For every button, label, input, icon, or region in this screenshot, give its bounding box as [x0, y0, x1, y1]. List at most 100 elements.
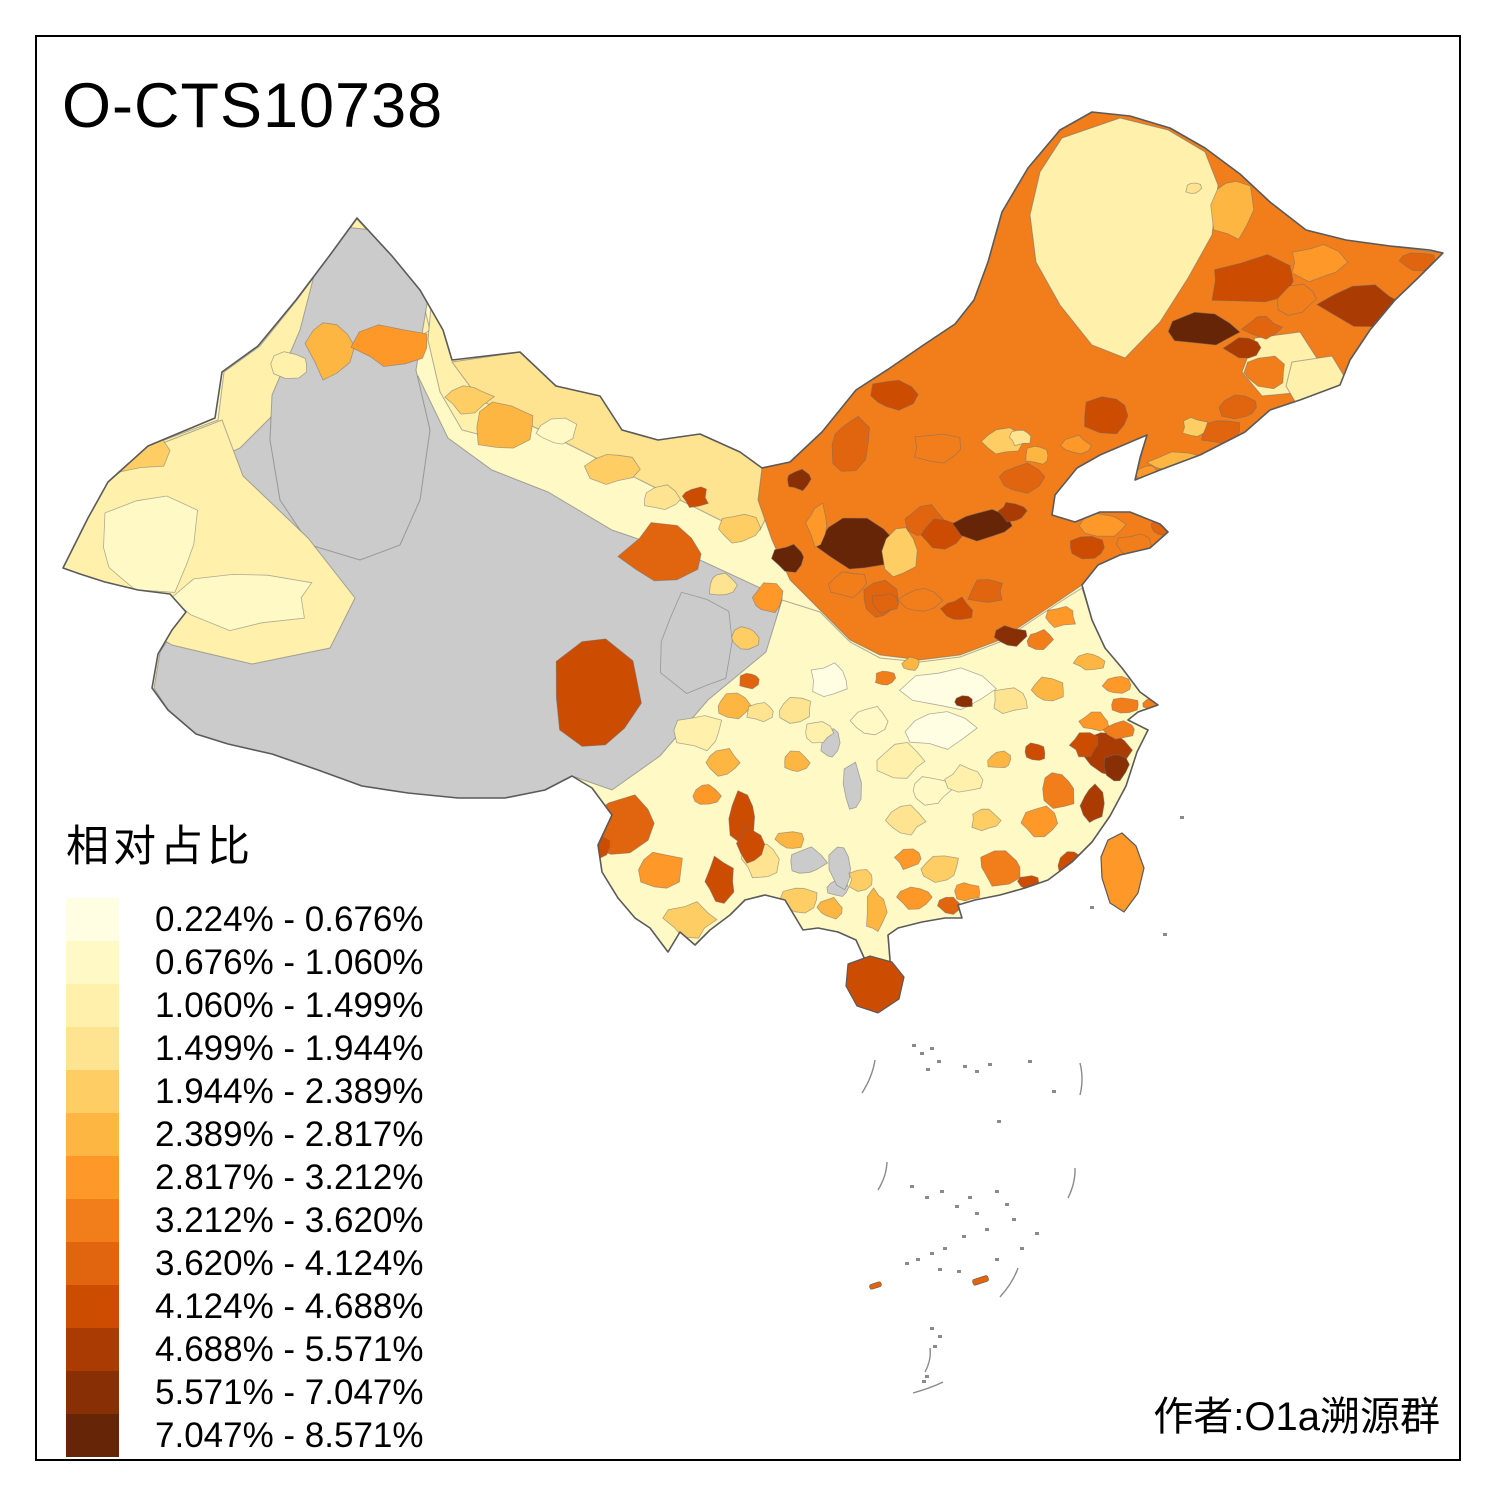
map-region — [583, 454, 641, 485]
map-region — [304, 322, 356, 381]
map-region — [828, 571, 868, 599]
sea-islet-speck — [1052, 1090, 1056, 1093]
map-region — [805, 721, 835, 744]
map-region — [63, 436, 100, 501]
map-region — [644, 484, 681, 511]
sea-islet-speck — [995, 1258, 999, 1261]
map-zone — [1029, 117, 1219, 359]
map-region — [980, 850, 1021, 887]
sea-islet-speck — [930, 1047, 934, 1050]
sea-islet-speck — [988, 1063, 992, 1066]
map-region — [1211, 254, 1294, 303]
map-region — [1072, 652, 1106, 671]
legend-label: 1.944% - 2.389% — [155, 1071, 424, 1111]
map-region — [1068, 732, 1099, 758]
sea-islet-speck — [1035, 1232, 1039, 1235]
map-region — [555, 638, 642, 747]
sea-islet-speck — [937, 1060, 941, 1063]
legend-label: 7.047% - 8.571% — [155, 1415, 424, 1455]
map-region — [1102, 720, 1135, 740]
map-region — [662, 901, 718, 939]
map-region — [1111, 697, 1139, 714]
attribution-text: 作者:O1a溯源群 — [1153, 1395, 1440, 1439]
map-region — [1182, 417, 1209, 437]
legend-swatch — [66, 1113, 119, 1156]
map-region — [681, 486, 709, 508]
map-region — [1101, 675, 1132, 694]
map-region — [1240, 315, 1284, 340]
map-region — [920, 855, 959, 883]
map-region — [90, 427, 171, 473]
legend: 相对占比 0.224% - 0.676% 0.676% - 1.060% 1.060… — [66, 812, 486, 1457]
sea-islet-speck — [916, 1258, 920, 1261]
map-region — [103, 495, 198, 593]
hainan-island — [845, 955, 905, 1014]
taiwan-island — [1100, 832, 1145, 913]
legend-swatch — [66, 1328, 119, 1371]
map-region — [1024, 742, 1046, 761]
map-region — [870, 379, 919, 411]
map-region — [717, 692, 752, 720]
legend-row: 3.212% - 3.620% — [66, 1199, 486, 1242]
map-region — [704, 855, 735, 904]
legend-swatch — [66, 1027, 119, 1070]
legend-label: 3.212% - 3.620% — [155, 1200, 424, 1240]
sea-islet-speck — [940, 1190, 944, 1193]
map-region — [939, 596, 974, 620]
map-region — [692, 784, 722, 805]
map-region — [866, 887, 888, 933]
map-region — [993, 687, 1028, 715]
page-title: O-CTS10738 — [62, 71, 444, 141]
sea-islet-speck — [997, 1120, 1001, 1123]
map-region — [1218, 394, 1257, 420]
map-region — [1222, 337, 1262, 359]
legend-row: 0.676% - 1.060% — [66, 941, 486, 984]
sea-islet-speck — [920, 1052, 924, 1055]
map-region — [1103, 754, 1130, 782]
map-region — [901, 656, 920, 671]
sea-islet-speck — [933, 1345, 937, 1348]
sea-islet-speck — [910, 1185, 914, 1188]
legend-label: 5.571% - 7.047% — [155, 1372, 424, 1412]
sea-boundary-dash — [1079, 1062, 1083, 1096]
map-region — [444, 385, 496, 415]
map-region — [895, 886, 933, 910]
map-region — [1042, 772, 1075, 809]
map-region — [987, 750, 1012, 769]
map-region — [1243, 355, 1285, 390]
legend-row: 3.620% - 4.124% — [66, 1242, 486, 1285]
sea-islet-speck — [905, 1262, 909, 1265]
map-region — [816, 896, 843, 920]
legend-label: 2.389% - 2.817% — [155, 1114, 424, 1154]
legend-swatch — [66, 898, 119, 941]
sea-islet-speck — [938, 1268, 942, 1271]
map-region — [954, 882, 981, 902]
sea-islet-speck — [968, 1196, 972, 1199]
map-region — [937, 896, 963, 915]
sea-islet-speck — [957, 1270, 961, 1273]
sea-islet-speck — [975, 1212, 979, 1215]
map-zone — [269, 223, 431, 561]
map-region — [914, 433, 962, 464]
map-region — [476, 401, 534, 449]
sea-islet-speck — [1005, 1203, 1009, 1206]
map-region — [998, 462, 1046, 494]
sea-boundary-dash — [1067, 1167, 1076, 1199]
map-region — [739, 672, 760, 690]
sea-islet-speck — [1163, 933, 1167, 936]
map-region — [881, 527, 918, 578]
map-region — [828, 846, 851, 891]
map-region — [735, 825, 766, 864]
sea-islet-speck — [912, 1044, 916, 1047]
sea-islet-speck — [925, 1375, 929, 1378]
map-region — [848, 869, 873, 892]
legend-swatch — [66, 1199, 119, 1242]
map-region — [270, 351, 307, 379]
sea-boundary-dash — [912, 1381, 944, 1394]
map-region — [350, 324, 428, 367]
map-region — [1008, 429, 1032, 447]
sea-islet-speck — [963, 1065, 967, 1068]
map-region — [967, 579, 1003, 603]
map-region — [1167, 311, 1241, 346]
